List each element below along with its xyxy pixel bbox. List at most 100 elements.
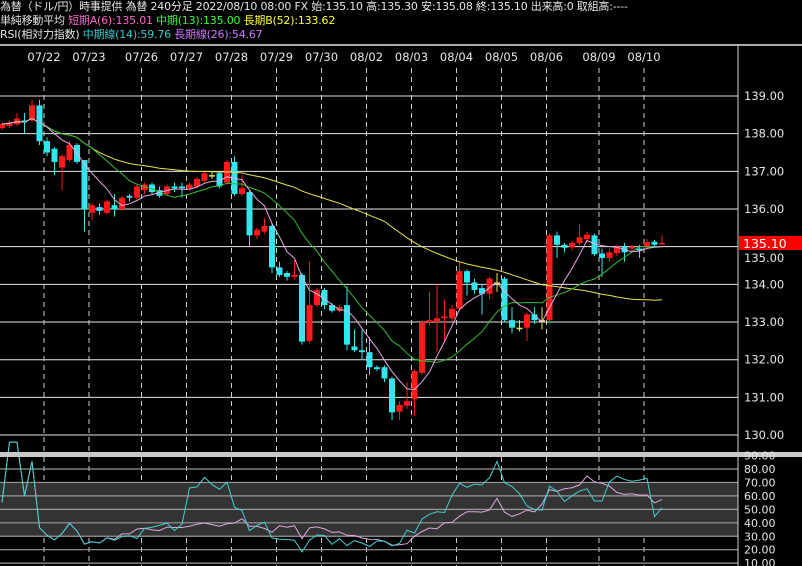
candle-body bbox=[636, 248, 643, 251]
candle-body bbox=[509, 320, 515, 328]
candle-body bbox=[134, 186, 140, 198]
candle-body bbox=[156, 190, 163, 196]
price-tick-label: 133.00 bbox=[744, 315, 784, 329]
instrument-info: 為替（ドル/円）時事提供 為替 240分足 2022/08/10 08:00 F… bbox=[0, 0, 628, 13]
candle-body bbox=[314, 290, 320, 306]
candle-body bbox=[374, 367, 380, 370]
candle-body bbox=[269, 225, 275, 268]
candle-body bbox=[126, 195, 133, 198]
date-label: 07/26 bbox=[125, 50, 158, 64]
rsi-mid-line bbox=[1, 441, 663, 553]
panel-separator bbox=[0, 452, 802, 457]
price-tick-label: 131.00 bbox=[744, 390, 784, 404]
date-label: 07/27 bbox=[170, 50, 203, 64]
candle-body bbox=[449, 308, 455, 319]
date-label: 08/04 bbox=[440, 50, 473, 64]
candle-body bbox=[426, 320, 433, 323]
candle-body bbox=[554, 235, 560, 245]
candle-body bbox=[411, 370, 418, 400]
candle-body bbox=[359, 350, 365, 353]
candle-body bbox=[246, 192, 253, 236]
rsi-tick-label: 70.00 bbox=[744, 476, 776, 489]
candle-body bbox=[149, 184, 155, 193]
candle-body bbox=[44, 141, 50, 153]
rsi-panel bbox=[0, 441, 738, 564]
date-label: 07/23 bbox=[72, 50, 105, 64]
date-label: 08/05 bbox=[485, 50, 518, 64]
rsi-legend: RSI(相対力指数) 中期線(14):59.76 長期線(26):54.67 bbox=[0, 28, 263, 41]
candle-body bbox=[561, 244, 568, 248]
candle-body bbox=[389, 378, 395, 413]
ma-legend: 単純移動平均 短期A(6):135.01 中期(13):135.00 長期B(5… bbox=[0, 14, 335, 27]
candle-body bbox=[284, 273, 290, 277]
candles bbox=[0, 99, 665, 420]
chart-info-line: 為替（ドル/円）時事提供 為替 240分足 2022/08/10 08:00 F… bbox=[0, 0, 628, 13]
rsi-tick-label: 40.00 bbox=[744, 517, 776, 530]
ma-long-line bbox=[1, 118, 663, 301]
ma-mid-value: 中期(13):135.00 bbox=[156, 14, 241, 27]
rsi-tick-label: 50.00 bbox=[744, 503, 776, 516]
candle-body bbox=[396, 404, 403, 412]
candle-body bbox=[441, 316, 448, 319]
candle-body bbox=[119, 197, 125, 210]
candle-body bbox=[486, 278, 493, 294]
candle-body bbox=[261, 225, 268, 232]
candle-body bbox=[404, 401, 410, 406]
candle-body bbox=[344, 305, 350, 345]
price-tick-label: 139.00 bbox=[744, 89, 784, 103]
rsi-title: RSI(相対力指数) bbox=[0, 28, 80, 41]
candle-body bbox=[179, 186, 185, 189]
date-label: 08/02 bbox=[350, 50, 383, 64]
candle-body bbox=[186, 184, 193, 189]
rsi-tick-label: 60.00 bbox=[744, 490, 776, 503]
candle-body bbox=[66, 144, 73, 161]
candle-body bbox=[584, 234, 590, 240]
price-tick-label: 134.00 bbox=[744, 277, 784, 291]
candle-body bbox=[0, 124, 5, 129]
ma-title: 単純移動平均 bbox=[0, 14, 65, 27]
candle-body bbox=[89, 205, 95, 213]
candle-body bbox=[51, 148, 58, 162]
axes: 139.00 138.00 137.00 136.00 135.00 134.00 133.… bbox=[0, 44, 802, 566]
candle-body bbox=[141, 184, 148, 191]
candle-body bbox=[299, 274, 305, 342]
date-label: 07/30 bbox=[305, 50, 338, 64]
candle-body bbox=[576, 237, 583, 243]
rsi-tick-label: 80.00 bbox=[744, 463, 776, 476]
candle-body bbox=[321, 290, 328, 306]
candle-body bbox=[471, 282, 478, 291]
candle-body bbox=[479, 288, 485, 294]
candle-body bbox=[381, 367, 388, 379]
candle-body bbox=[614, 246, 620, 254]
candle-body bbox=[104, 201, 110, 213]
moving-average-lines bbox=[1, 118, 663, 391]
candle-body bbox=[81, 160, 88, 210]
candle-body bbox=[59, 156, 65, 168]
ma-mid-line bbox=[1, 118, 663, 363]
candle-body bbox=[216, 173, 223, 187]
price-tick-label: 138.00 bbox=[744, 127, 784, 141]
candle-body bbox=[629, 246, 635, 249]
candle-body bbox=[194, 178, 200, 187]
rsi-long-line bbox=[1, 441, 663, 546]
candle-body bbox=[659, 242, 665, 245]
candle-body bbox=[606, 252, 613, 258]
date-label: 08/03 bbox=[395, 50, 428, 64]
rsi-tick-label: 90.00 bbox=[744, 450, 776, 463]
price-tick-label: 136.00 bbox=[744, 202, 784, 216]
last-price-label: 135.10 bbox=[743, 236, 787, 251]
candle-body bbox=[464, 271, 470, 283]
candle-body bbox=[644, 242, 650, 248]
candle-body bbox=[546, 235, 553, 321]
rsi-tick-label: 30.00 bbox=[744, 530, 776, 543]
candle-body bbox=[336, 306, 343, 311]
date-label: 08/06 bbox=[530, 50, 563, 64]
candle-body bbox=[419, 322, 425, 373]
candle-body bbox=[209, 175, 215, 177]
rsi-tick-label: 20.00 bbox=[744, 544, 776, 557]
date-label: 08/09 bbox=[582, 50, 615, 64]
candle-body bbox=[651, 241, 658, 245]
date-label: 07/29 bbox=[260, 50, 293, 64]
candle-body bbox=[291, 274, 298, 277]
